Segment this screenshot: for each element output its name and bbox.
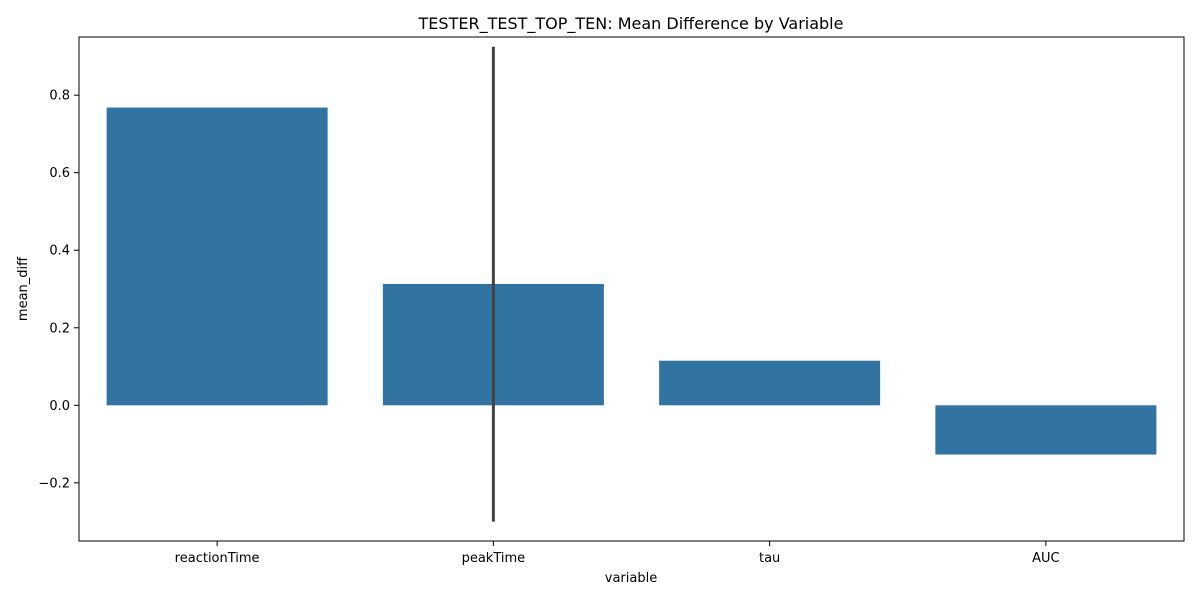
y-tick-label: 0.2	[49, 321, 70, 336]
x-tick-label: reactionTime	[175, 551, 260, 566]
y-tick-label: 0.6	[49, 166, 70, 181]
y-axis-label: mean_diff	[16, 256, 31, 321]
bar-tau	[659, 360, 881, 406]
x-tick-label: AUC	[1032, 551, 1060, 566]
y-tick-label: −0.2	[38, 476, 70, 491]
chart-title: TESTER_TEST_TOP_TEN: Mean Difference by …	[418, 14, 844, 34]
bar-reactionTime	[106, 107, 328, 406]
x-tick-label: peakTime	[462, 551, 526, 566]
bar-AUC	[935, 405, 1157, 455]
y-tick-label: 0.4	[49, 244, 70, 259]
x-axis-label: variable	[605, 571, 657, 586]
x-tick-label: tau	[759, 551, 780, 566]
y-tick-label: 0.0	[49, 399, 70, 414]
plot-frame	[78, 36, 1185, 542]
y-tick-label: 0.8	[49, 89, 70, 104]
